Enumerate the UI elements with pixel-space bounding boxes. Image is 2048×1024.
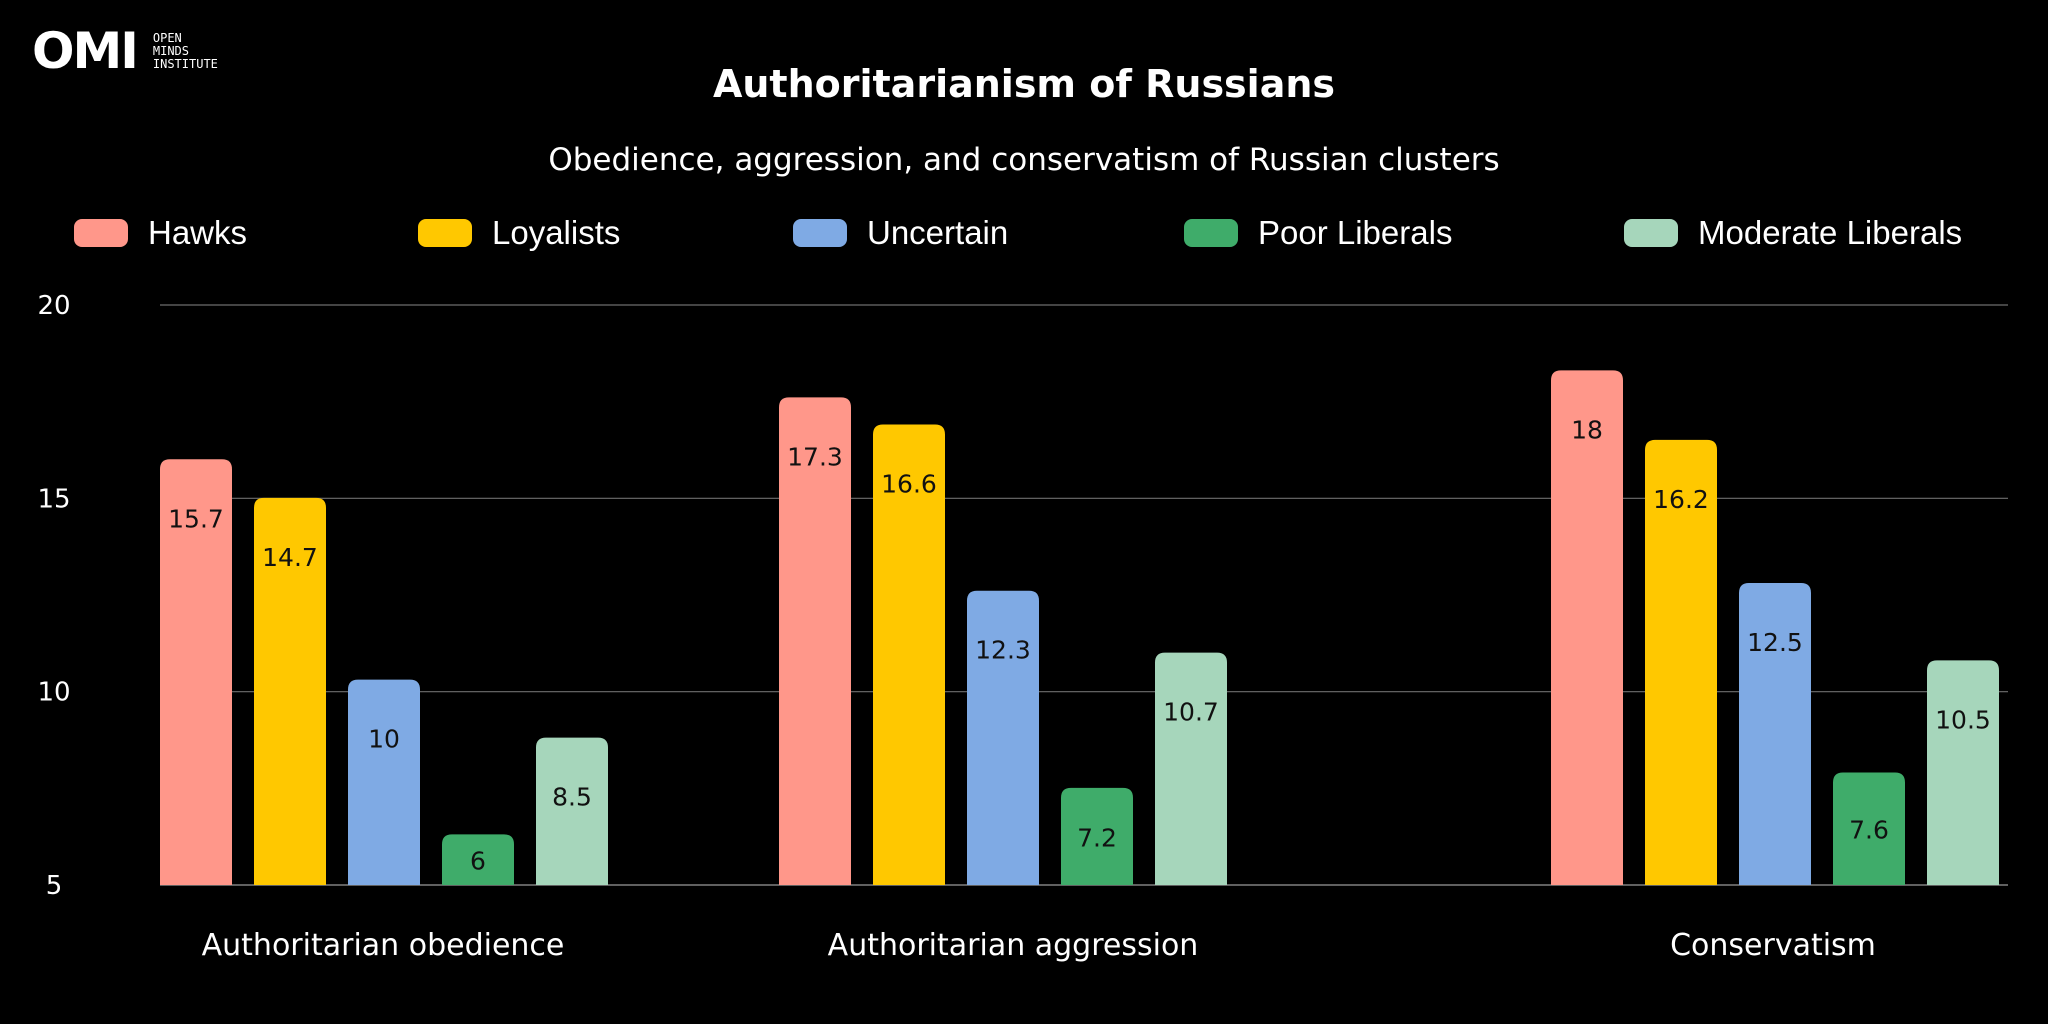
data-label-uncertain-authoritarian-aggression: 12.3 [975, 636, 1031, 665]
bar-hawks-authoritarian-aggression [779, 397, 851, 885]
data-label-moderate-liberals-authoritarian-aggression: 10.7 [1163, 698, 1219, 727]
logo-mark: OMI [32, 22, 139, 80]
y-tick-label-15: 15 [37, 484, 70, 514]
data-label-loyalists-authoritarian-obedience: 14.7 [262, 543, 318, 572]
logo-line-open: OPEN [152, 30, 182, 45]
data-label-moderate-liberals-authoritarian-obedience: 8.5 [552, 783, 592, 812]
category-label-authoritarian-aggression: Authoritarian aggression [828, 928, 1199, 963]
bar-poor-liberals-authoritarian-obedience [442, 834, 514, 885]
bar-loyalists-conservatism [1645, 439, 1717, 885]
legend-item-hawks: Hawks [74, 216, 247, 250]
bar-moderate-liberals-authoritarian-aggression [1155, 652, 1227, 885]
omi-logo: OMI OPEN MINDS INSTITUTE [32, 26, 218, 76]
bar-uncertain-authoritarian-aggression [967, 590, 1039, 885]
legend-item-uncertain: Uncertain [793, 216, 1008, 250]
data-label-loyalists-authoritarian-aggression: 16.6 [881, 469, 937, 498]
data-label-uncertain-authoritarian-obedience: 10 [368, 725, 400, 754]
legend-label-uncertain: Uncertain [867, 214, 1009, 251]
bar-poor-liberals-authoritarian-aggression [1061, 787, 1133, 885]
data-label-hawks-authoritarian-aggression: 17.3 [787, 442, 843, 471]
legend-label-loyalists: Loyalists [492, 214, 621, 251]
chart-title: Authoritarianism of Russians [712, 62, 1336, 106]
legend-label-hawks: Hawks [148, 214, 248, 251]
bar-moderate-liberals-conservatism [1927, 660, 1999, 885]
data-label-poor-liberals-conservatism: 7.6 [1849, 816, 1889, 845]
bar-hawks-conservatism [1551, 370, 1623, 885]
logo-line-minds: MINDS [152, 43, 189, 58]
data-label-hawks-conservatism: 18 [1571, 415, 1603, 444]
bar-loyalists-authoritarian-aggression [873, 424, 945, 885]
bar-uncertain-authoritarian-obedience [348, 679, 420, 885]
legend-item-moderate-liberals: Moderate Liberals [1624, 216, 1962, 250]
legend-label-moderate-liberals: Moderate Liberals [1698, 214, 1963, 251]
bar-loyalists-authoritarian-obedience [254, 497, 326, 885]
y-tick-label-20: 20 [37, 291, 70, 321]
legend-swatch-moderate-liberals [1624, 219, 1678, 247]
data-label-loyalists-conservatism: 16.2 [1653, 485, 1709, 514]
data-label-moderate-liberals-conservatism: 10.5 [1935, 705, 1991, 734]
legend-item-loyalists: Loyalists [418, 216, 620, 250]
y-tick-label-10: 10 [37, 678, 70, 708]
legend-swatch-loyalists [418, 219, 472, 247]
bar-poor-liberals-conservatism [1833, 772, 1905, 885]
legend-swatch-hawks [74, 219, 128, 247]
chart-subtitle: Obedience, aggression, and conservatism … [548, 142, 1500, 178]
bar-uncertain-conservatism [1739, 583, 1811, 885]
data-label-uncertain-conservatism: 12.5 [1747, 628, 1803, 657]
bar-hawks-authoritarian-obedience [160, 459, 232, 885]
legend-swatch-uncertain [793, 219, 847, 247]
data-label-poor-liberals-authoritarian-aggression: 7.2 [1077, 823, 1117, 852]
logo-line-institute: INSTITUTE [152, 56, 218, 71]
legend-item-poor-liberals: Poor Liberals [1184, 216, 1452, 250]
legend-swatch-poor-liberals [1184, 219, 1238, 247]
category-label-conservatism: Conservatism [1670, 928, 1876, 963]
y-tick-label-5: 5 [46, 871, 63, 901]
bar-moderate-liberals-authoritarian-obedience [536, 737, 608, 885]
logo-text: OPEN MINDS INSTITUTE [152, 30, 218, 71]
legend-label-poor-liberals: Poor Liberals [1258, 214, 1453, 251]
category-label-authoritarian-obedience: Authoritarian obedience [202, 928, 565, 963]
data-label-hawks-authoritarian-obedience: 15.7 [168, 504, 224, 533]
data-label-poor-liberals-authoritarian-obedience: 6 [470, 847, 486, 876]
